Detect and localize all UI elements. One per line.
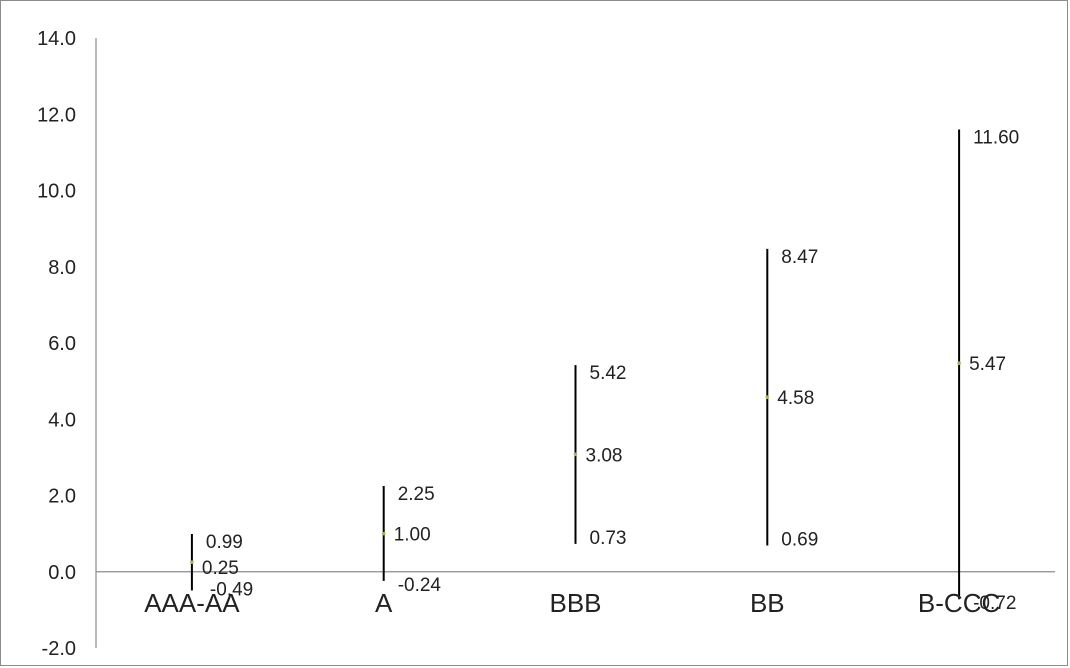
high-label: 2.25: [398, 484, 435, 505]
y-tick-label: 10.0: [37, 181, 76, 203]
y-tick-label: 8.0: [48, 257, 76, 279]
low-label: -0.49: [210, 579, 253, 600]
category-label: AAA-AA: [144, 588, 240, 618]
high-label: 5.42: [590, 363, 627, 384]
y-tick-label: 0.0: [48, 562, 76, 584]
category-label: BBB: [549, 588, 601, 618]
mid-marker: [957, 361, 961, 366]
low-label: -0.72: [973, 593, 1016, 614]
mid-label: 1.00: [394, 525, 431, 546]
mid-marker: [381, 531, 386, 536]
mid-marker: [190, 560, 194, 565]
category-label: BB: [750, 588, 785, 618]
low-label: 0.69: [781, 529, 818, 550]
high-label: 11.60: [973, 128, 1019, 149]
mid-label: 4.58: [777, 388, 814, 409]
y-tick-label: 4.0: [48, 409, 76, 431]
low-label: -0.24: [398, 575, 442, 596]
mid-label: 5.47: [969, 354, 1006, 375]
mid-marker: [573, 452, 578, 457]
y-tick-label: 6.0: [48, 333, 76, 355]
y-tick-label: 14.0: [37, 28, 76, 50]
y-tick-label: -2.0: [42, 638, 76, 660]
y-tick-label: 12.0: [37, 104, 76, 126]
mid-label: 3.08: [586, 445, 623, 466]
range-bars: 0.99 0.25-0.49 2.25 1.00 -0.24 5.42 3.08 0.73 8.…: [190, 128, 1019, 614]
category-label: B-CCC: [918, 588, 1000, 618]
high-label: 8.47: [781, 247, 818, 268]
y-tick-label: 2.0: [48, 486, 76, 508]
mid-label: 0.25: [202, 558, 239, 579]
low-label: 0.73: [590, 528, 627, 549]
category-labels: AAA-AA A BBB BB B-CCC: [144, 588, 1000, 618]
y-axis-ticks: -2.0 0.0 2.0 4.0 6.0 8.0 10.0 12.0 14.0: [37, 28, 76, 660]
mid-marker: [765, 395, 770, 399]
high-label: 0.99: [206, 532, 243, 553]
category-label: A: [375, 588, 393, 618]
